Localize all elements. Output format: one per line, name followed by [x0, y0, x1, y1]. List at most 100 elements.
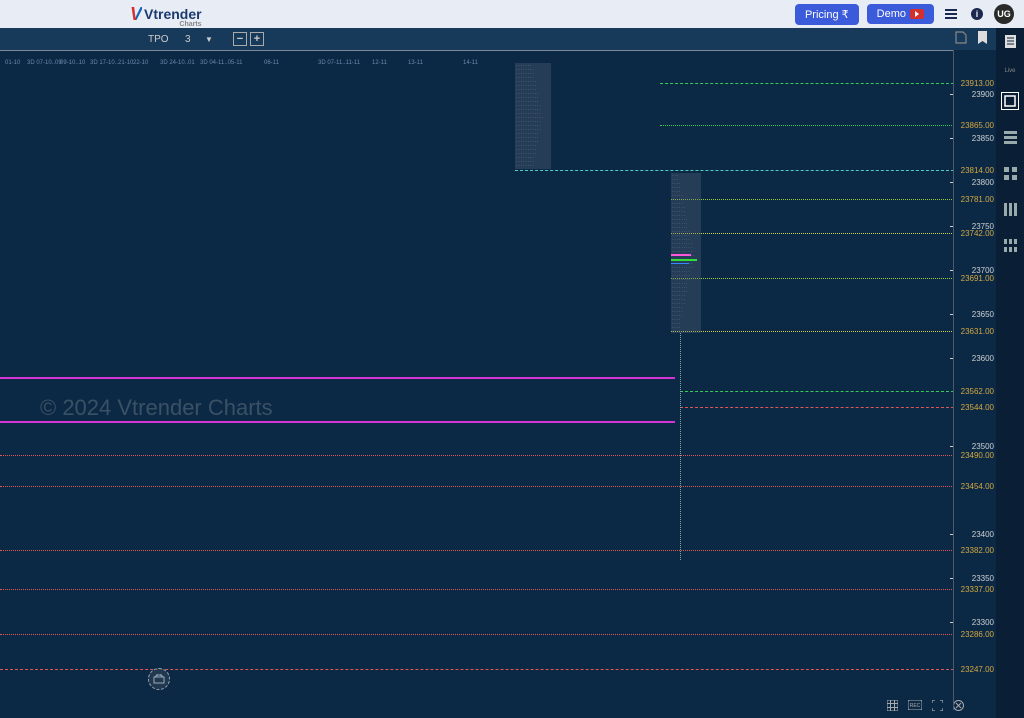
side-single-icon[interactable] [1001, 92, 1019, 110]
date-label: 09-10..10 [60, 60, 85, 66]
magenta-level-line [0, 421, 675, 423]
ref-price-label: 23691.00 [961, 274, 994, 283]
reference-line [660, 125, 954, 126]
date-label: 3D 24-10..01 [160, 60, 195, 66]
date-label: 14-11 [463, 60, 478, 66]
date-label: 3D 07-11..11-11 [318, 60, 360, 66]
ref-price-label: 23247.00 [961, 665, 994, 674]
reference-line [680, 391, 954, 392]
chart-toolbar: TPO 3 ▼ − + [0, 28, 996, 50]
youtube-icon [910, 9, 924, 19]
reference-line [0, 486, 954, 487]
rec-icon[interactable]: REC [908, 700, 922, 714]
main-area: TPO 3 ▼ − + © 2024 Vtrender Charts ·····… [0, 28, 1024, 718]
reference-line [671, 278, 954, 279]
magenta-level-line [0, 377, 675, 379]
tpo-extension-line [680, 333, 681, 560]
reference-line [671, 199, 954, 200]
live-label: Live [1004, 68, 1015, 74]
chart-container: TPO 3 ▼ − + © 2024 Vtrender Charts ·····… [0, 28, 996, 718]
ref-price-label: 23544.00 [961, 403, 994, 412]
close-icon[interactable] [953, 700, 964, 714]
demo-label: Demo [877, 8, 906, 20]
reference-line [515, 170, 954, 171]
ref-price-label: 23382.00 [961, 546, 994, 555]
side-doc-icon[interactable] [1001, 32, 1019, 50]
bookmark-icon[interactable] [977, 31, 988, 47]
date-label: 3D 17-10..21-10 [90, 60, 133, 66]
date-label: 01-10 [5, 60, 20, 66]
ref-price-label: 23781.00 [961, 195, 994, 204]
pricing-label: Pricing ₹ [805, 8, 849, 21]
user-avatar[interactable]: UG [994, 4, 1014, 24]
logo-v-icon: V [130, 4, 142, 25]
info-icon[interactable]: i [968, 5, 986, 23]
price-tick: 23400 [972, 530, 994, 539]
grid-icon[interactable] [887, 700, 898, 714]
ref-price-label: 23286.00 [961, 630, 994, 639]
menu-icon[interactable] [942, 5, 960, 23]
price-axis: 2390023850238002375023700236502360023500… [954, 50, 996, 710]
price-tick: 23800 [972, 178, 994, 187]
reference-line [660, 83, 954, 84]
date-label: 22-10 [133, 60, 148, 66]
zoom-out-button[interactable]: − [233, 32, 247, 46]
date-label: 12-11 [372, 60, 387, 66]
side-panel: Live [996, 28, 1024, 718]
reference-line [0, 669, 954, 670]
tpo-poc-line [671, 254, 691, 256]
reference-line [0, 634, 954, 635]
fullscreen-icon[interactable] [932, 700, 943, 714]
ref-price-label: 23337.00 [961, 585, 994, 594]
logo: V Vtrender Charts [130, 4, 202, 25]
reference-line [0, 455, 954, 456]
tpo-label: TPO [148, 34, 169, 45]
price-tick: 23650 [972, 310, 994, 319]
side-cols-icon[interactable] [1001, 200, 1019, 218]
avatar-text: UG [997, 9, 1011, 19]
tpo-dropdown-icon[interactable]: ▼ [205, 35, 213, 44]
side-grid6-icon[interactable] [1001, 236, 1019, 254]
ref-price-label: 23913.00 [961, 79, 994, 88]
logo-subtext: Charts [179, 21, 201, 28]
toolbar-right [954, 31, 988, 47]
screenshot-button[interactable] [148, 668, 170, 690]
date-label: 06-11 [264, 60, 279, 66]
reference-line [0, 589, 954, 590]
pricing-button[interactable]: Pricing ₹ [795, 4, 859, 25]
chart-plot[interactable]: © 2024 Vtrender Charts ······· ········ … [0, 50, 954, 710]
price-tick: 23850 [972, 134, 994, 143]
demo-button[interactable]: Demo [867, 4, 934, 24]
date-axis: 01-10 3D 07-10..0909-10..10 3D 17-10..21-1… [0, 60, 946, 72]
date-label: 3D 04-11..05-11 [200, 60, 242, 66]
ref-price-label: 23814.00 [961, 166, 994, 175]
save-icon[interactable] [954, 31, 967, 47]
tpo-poc-line [671, 263, 689, 265]
svg-text:i: i [976, 9, 979, 19]
reference-line [671, 233, 954, 234]
ref-price-label: 23631.00 [961, 327, 994, 336]
side-grid4-icon[interactable] [1001, 164, 1019, 182]
tpo-poc-line [671, 259, 697, 261]
ref-price-label: 23865.00 [961, 121, 994, 130]
tpo-value[interactable]: 3 [185, 34, 191, 45]
price-tick: 23300 [972, 618, 994, 627]
tpo-dots: ······· ········ ········ ········ ·····… [516, 64, 544, 168]
price-tick: 23900 [972, 90, 994, 99]
ref-price-label: 23490.00 [961, 451, 994, 460]
reference-line [0, 550, 954, 551]
price-tick: 23600 [972, 354, 994, 363]
ref-price-label: 23562.00 [961, 387, 994, 396]
watermark: © 2024 Vtrender Charts [40, 395, 273, 421]
ref-price-label: 23742.00 [961, 229, 994, 238]
price-tick: 23500 [972, 442, 994, 451]
date-label: 3D 07-10..09 [27, 60, 62, 66]
zoom-in-button[interactable]: + [250, 32, 264, 46]
top-right-controls: Pricing ₹ Demo i UG [795, 4, 1014, 25]
side-rows-icon[interactable] [1001, 128, 1019, 146]
ref-price-label: 23454.00 [961, 482, 994, 491]
date-label: 13-11 [408, 60, 423, 66]
price-tick: 23350 [972, 574, 994, 583]
reference-line [680, 407, 954, 408]
reference-line [671, 331, 954, 332]
